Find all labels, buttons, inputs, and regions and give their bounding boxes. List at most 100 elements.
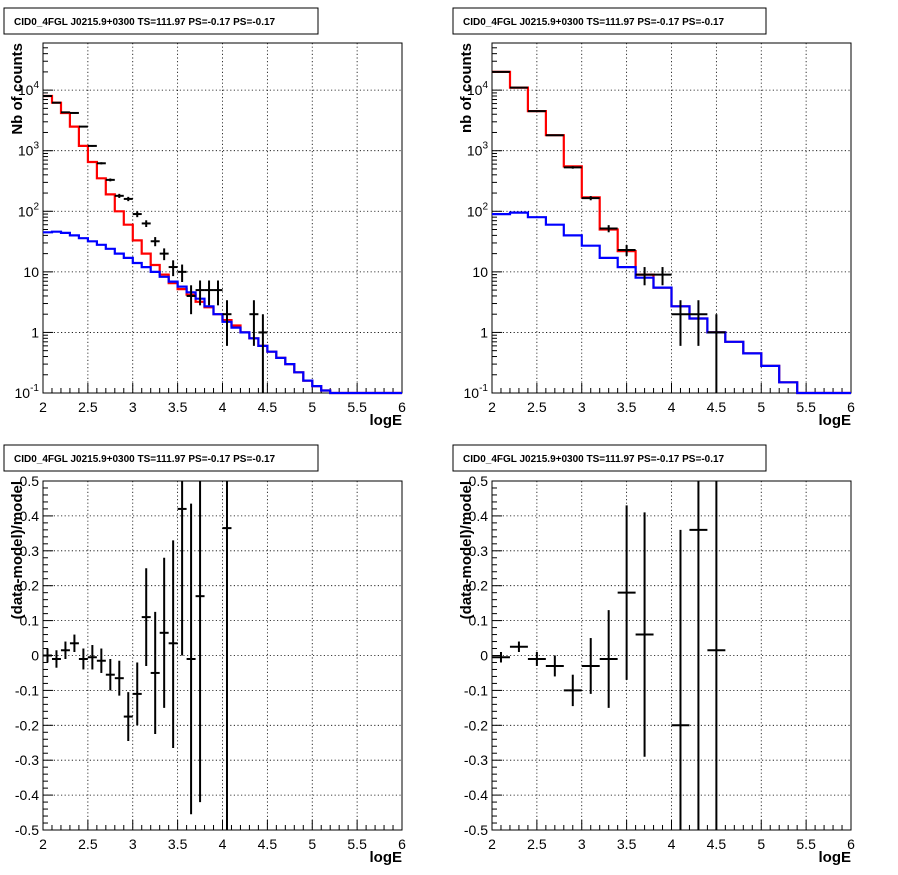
data-point (213, 280, 223, 306)
x-tick-label: 3 (578, 399, 586, 415)
y-tick-label: 10 (472, 264, 488, 280)
title-box (3, 7, 319, 35)
y-tick-label: 0 (31, 648, 39, 664)
y-tick-exponent: 4 (482, 80, 488, 91)
x-tick-label: 5.5 (347, 399, 367, 415)
x-tick-label: 4.5 (258, 399, 278, 415)
y-tick-label: 1 (31, 324, 39, 340)
data-point (43, 95, 52, 98)
y-tick-base: 10 (464, 385, 480, 401)
y-tick-label: 0.2 (20, 578, 40, 594)
y-tick-exponent: -1 (30, 383, 39, 394)
y-tick-exponent: 4 (33, 80, 39, 91)
data-point (132, 662, 142, 726)
data-point (51, 101, 61, 104)
y-tick-exponent: 3 (482, 141, 488, 152)
y-axis-label: (data-model)/model (9, 481, 26, 619)
plot-panel-1: CID0_4FGL J0215.9+0300 TS=111.97 PS=-0.1… (3, 7, 406, 429)
data-point (123, 692, 133, 742)
data-point (105, 178, 115, 182)
x-tick-label: 3 (129, 399, 137, 415)
title-box (452, 7, 767, 35)
y-tick-label: 102 (467, 201, 489, 219)
y-tick-label: 0.5 (469, 473, 489, 489)
x-tick-label: 3.5 (617, 399, 637, 415)
data-point (141, 568, 151, 666)
y-tick-label: 103 (467, 141, 489, 159)
x-tick-label: 2.5 (78, 399, 98, 415)
y-tick-exponent: -1 (479, 383, 488, 394)
y-axis-label: Nb of counts (9, 43, 26, 135)
y-tick-label: 0.5 (20, 473, 40, 489)
data-point (123, 196, 133, 202)
data-point (527, 110, 546, 113)
data-point (689, 300, 708, 346)
y-tick-label: 0.3 (469, 543, 489, 559)
data-point (177, 264, 187, 282)
chart-title: CID0_4FGL J0215.9+0300 TS=111.97 PS=-0.1… (463, 454, 725, 465)
chart-title: CID0_4FGL J0215.9+0300 TS=111.97 PS=-0.1… (463, 17, 725, 28)
data-point (563, 674, 582, 707)
data-point (545, 134, 564, 137)
x-tick-label: 5.5 (796, 836, 816, 852)
x-tick-label: 6 (847, 836, 855, 852)
y-tick-label: -0.1 (15, 682, 39, 698)
y-tick-base: 10 (467, 143, 483, 159)
y-tick-label: 0.1 (469, 613, 489, 629)
data-point (186, 503, 196, 815)
x-tick-label: 3 (129, 836, 137, 852)
data-point (168, 260, 178, 277)
y-tick-label: 0.4 (20, 508, 40, 524)
plot-panel-3: CID0_4FGL J0215.9+0300 TS=111.97 PS=-0.1… (3, 444, 406, 866)
x-tick-label: 2.5 (78, 836, 98, 852)
y-tick-label: 10-1 (15, 383, 40, 401)
x-tick-label: 3.5 (168, 836, 188, 852)
data-point (222, 300, 232, 346)
data-point (599, 610, 618, 708)
x-tick-label: 3.5 (617, 836, 637, 852)
y-tick-label: -0.2 (15, 717, 39, 733)
x-tick-label: 3 (578, 836, 586, 852)
chart-title: CID0_4FGL J0215.9+0300 TS=111.97 PS=-0.1… (14, 17, 276, 28)
data-point (150, 611, 160, 735)
data-point (689, 481, 708, 830)
data-point (222, 481, 232, 830)
data-point (581, 638, 600, 694)
data-point (87, 144, 97, 147)
x-axis-label: logE (370, 849, 403, 866)
data-point (96, 648, 106, 673)
model-component-histogram (43, 230, 402, 395)
x-tick-label: 4 (219, 399, 227, 415)
data-point (141, 220, 151, 228)
y-tick-label: 0.3 (20, 543, 40, 559)
data-point (617, 244, 636, 257)
y-tick-exponent: 2 (33, 201, 39, 212)
data-point (177, 481, 187, 656)
data-point (132, 211, 142, 218)
x-tick-label: 5 (757, 836, 765, 852)
data-point (671, 300, 690, 346)
x-tick-label: 4 (668, 836, 676, 852)
y-tick-label: 104 (18, 80, 40, 98)
plot-panel-2: CID0_4FGL J0215.9+0300 TS=111.97 PS=-0.1… (452, 7, 855, 429)
y-tick-base: 10 (18, 203, 34, 219)
data-point (114, 193, 124, 198)
data-point (51, 650, 61, 668)
x-tick-label: 4 (219, 836, 227, 852)
y-tick-label: -0.1 (464, 682, 488, 698)
data-point (249, 300, 259, 346)
data-point (195, 481, 205, 803)
model-component-histogram (492, 211, 851, 395)
y-tick-label: -0.4 (464, 787, 488, 803)
data-point (159, 248, 169, 261)
x-tick-label: 2.5 (527, 836, 547, 852)
x-axis-label: logE (819, 849, 852, 866)
data-point (159, 557, 169, 708)
y-axis-label: nb of counts (458, 43, 475, 133)
x-tick-label: 6 (398, 836, 406, 852)
data-point (60, 111, 70, 114)
data-point (563, 166, 582, 169)
data-point (509, 641, 528, 653)
y-tick-label: 0.1 (20, 613, 40, 629)
